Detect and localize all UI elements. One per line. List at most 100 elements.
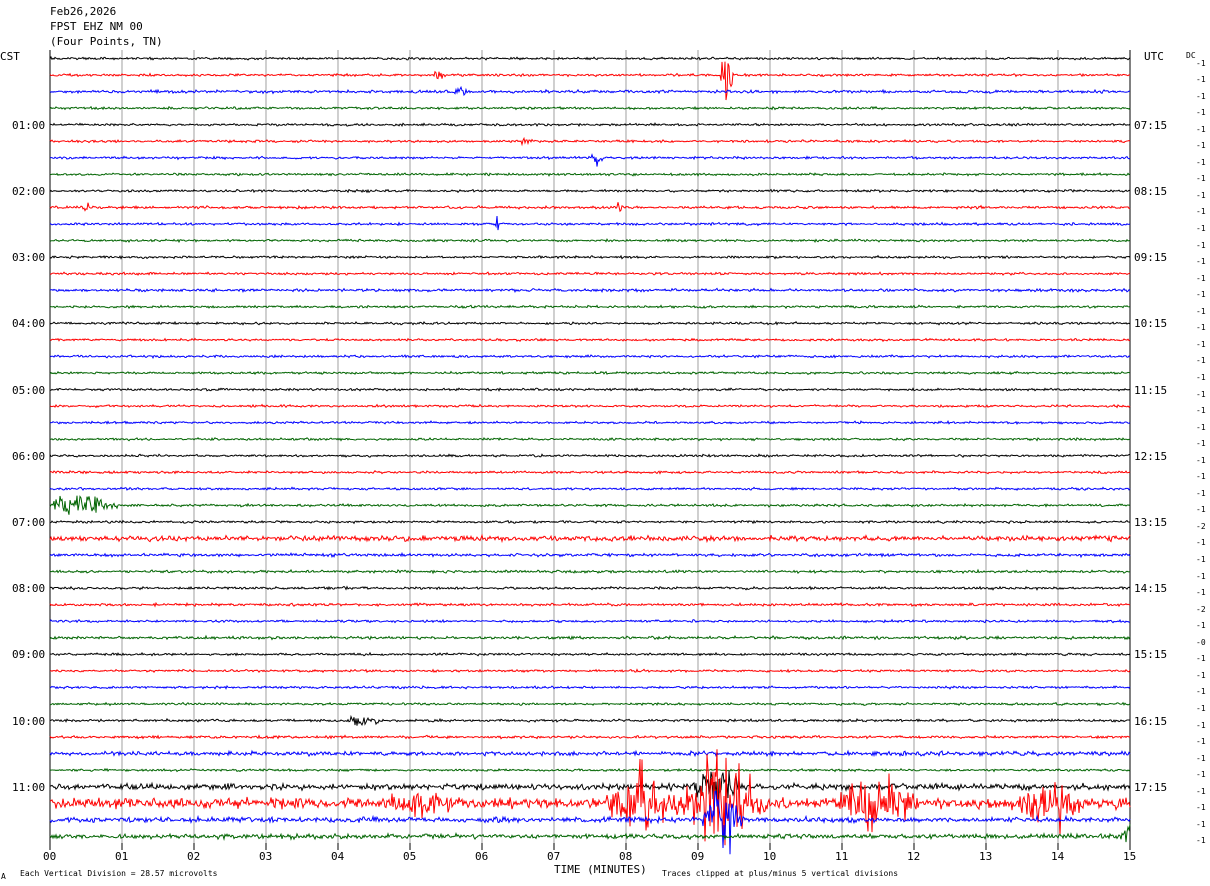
trace-row-3 [49, 105, 1131, 111]
trace-group [49, 55, 1131, 855]
dc-offset-label: -0 [1196, 637, 1206, 647]
left-hour-label: 08:00 [12, 582, 46, 596]
right-hour-label: 07:15 [1134, 118, 1168, 132]
trace-row-6 [49, 153, 1131, 167]
trace-row-45 [49, 749, 1131, 846]
left-hour-label: 07:00 [12, 515, 46, 529]
dc-offset-label: -1 [1196, 455, 1206, 465]
trace-row-5 [49, 136, 1131, 147]
trace-row-37 [49, 668, 1131, 674]
trace-row-17 [49, 337, 1131, 343]
right-hour-label: 14:15 [1134, 582, 1168, 596]
dc-offset-label: -2 [1196, 521, 1206, 531]
x-tick-label-02: 02 [187, 850, 201, 863]
left-hour-label: 01:00 [12, 118, 46, 132]
trace-row-14 [49, 287, 1131, 294]
dc-offset-label: -1 [1196, 257, 1206, 267]
trace-row-2 [49, 85, 1131, 97]
dc-offset-label: -1 [1196, 356, 1206, 366]
trace-row-8 [49, 188, 1131, 194]
trace-row-47 [49, 824, 1131, 843]
dc-offset-label: -1 [1196, 306, 1206, 316]
right-hour-label: 15:15 [1134, 648, 1168, 662]
dc-offset-label: -1 [1196, 505, 1206, 515]
trace-row-16 [49, 320, 1131, 326]
trace-row-36 [50, 651, 1131, 657]
trace-row-35 [49, 634, 1131, 641]
dc-offset-label: -1 [1196, 621, 1206, 631]
dc-offset-label: -1 [1196, 571, 1206, 581]
trace-row-27 [49, 495, 1131, 515]
date-label: Feb26,2026 [50, 5, 117, 18]
trace-row-0 [49, 55, 1131, 61]
dc-offset-label: -1 [1196, 488, 1206, 498]
dc-offset-label: -1 [1196, 753, 1206, 763]
left-hour-label: 06:00 [12, 449, 46, 463]
trace-row-42 [49, 749, 1131, 758]
trace-row-21 [49, 403, 1131, 409]
dc-label: DC [1186, 51, 1196, 60]
right-hour-label: 13:15 [1134, 515, 1168, 529]
dc-offset-label: -1 [1196, 273, 1206, 283]
right-hour-label: 17:15 [1134, 780, 1168, 794]
trace-row-29 [49, 533, 1131, 544]
trace-row-30 [49, 551, 1131, 559]
trace-row-40 [49, 714, 1131, 727]
trace-row-11 [49, 238, 1131, 244]
time-gridlines [49, 50, 1131, 843]
clip-note: Traces clipped at plus/minus 5 vertical … [662, 869, 899, 878]
x-tick-label-00: 00 [43, 850, 57, 863]
x-tick-label-09: 09 [691, 850, 705, 863]
left-timezone-label: CST [0, 50, 20, 63]
dc-offset-label: -1 [1196, 75, 1206, 85]
x-tick-label-11: 11 [835, 850, 849, 863]
dc-offset-label: -1 [1196, 786, 1206, 796]
dc-offset-label: -1 [1196, 472, 1206, 482]
trace-row-1 [49, 61, 1130, 101]
dc-offset-label: -1 [1196, 538, 1206, 548]
x-tick-label-14: 14 [1051, 850, 1065, 863]
right-hour-label: 16:15 [1134, 714, 1168, 728]
x-tick-label-10: 10 [763, 850, 777, 863]
x-tick-label-01: 01 [115, 850, 129, 863]
dc-offset-label: -1 [1196, 670, 1206, 680]
trace-row-34 [49, 618, 1131, 624]
dc-offset-label: -1 [1196, 141, 1206, 151]
corner-mark: A [1, 872, 6, 881]
trace-row-46 [49, 790, 1131, 855]
trace-row-25 [49, 470, 1131, 475]
dc-offset-label: -1 [1196, 703, 1206, 713]
dc-offset-label: -1 [1196, 190, 1206, 200]
left-hour-label: 03:00 [12, 251, 46, 265]
dc-offset-label: -1 [1196, 836, 1206, 846]
trace-row-43 [49, 767, 1131, 773]
x-tick-label-12: 12 [907, 850, 921, 863]
left-hour-label: 09:00 [12, 648, 46, 662]
trace-row-39 [49, 701, 1131, 707]
trace-row-33 [49, 601, 1131, 608]
x-tick-label-13: 13 [979, 850, 993, 863]
dc-offset-label: -1 [1196, 555, 1206, 564]
dc-offset-label: -1 [1196, 240, 1206, 250]
trace-row-28 [49, 519, 1131, 525]
dc-offset-label: -1 [1196, 770, 1206, 780]
x-tick-label-05: 05 [403, 850, 417, 863]
dc-offset-label: -1 [1196, 737, 1206, 747]
dc-offset-label: -1 [1196, 406, 1206, 416]
dc-offset-label: -1 [1196, 819, 1206, 829]
x-tick-label-04: 04 [331, 850, 345, 863]
trace-row-26 [49, 486, 1131, 491]
dc-offset-label: -2 [1196, 604, 1206, 614]
dc-offset-label: -1 [1196, 588, 1206, 598]
trace-row-23 [49, 437, 1131, 442]
dc-offset-label: -1 [1196, 389, 1206, 399]
dc-offset-label: -1 [1196, 108, 1206, 118]
dc-offset-label: -1 [1196, 803, 1206, 813]
right-timezone-label: UTC [1144, 50, 1164, 63]
dc-offset-label: -1 [1196, 124, 1206, 134]
dc-offset-label: -1 [1196, 422, 1206, 432]
dc-offset-label: -1 [1196, 174, 1206, 184]
trace-row-18 [49, 354, 1131, 360]
trace-row-19 [49, 370, 1131, 376]
